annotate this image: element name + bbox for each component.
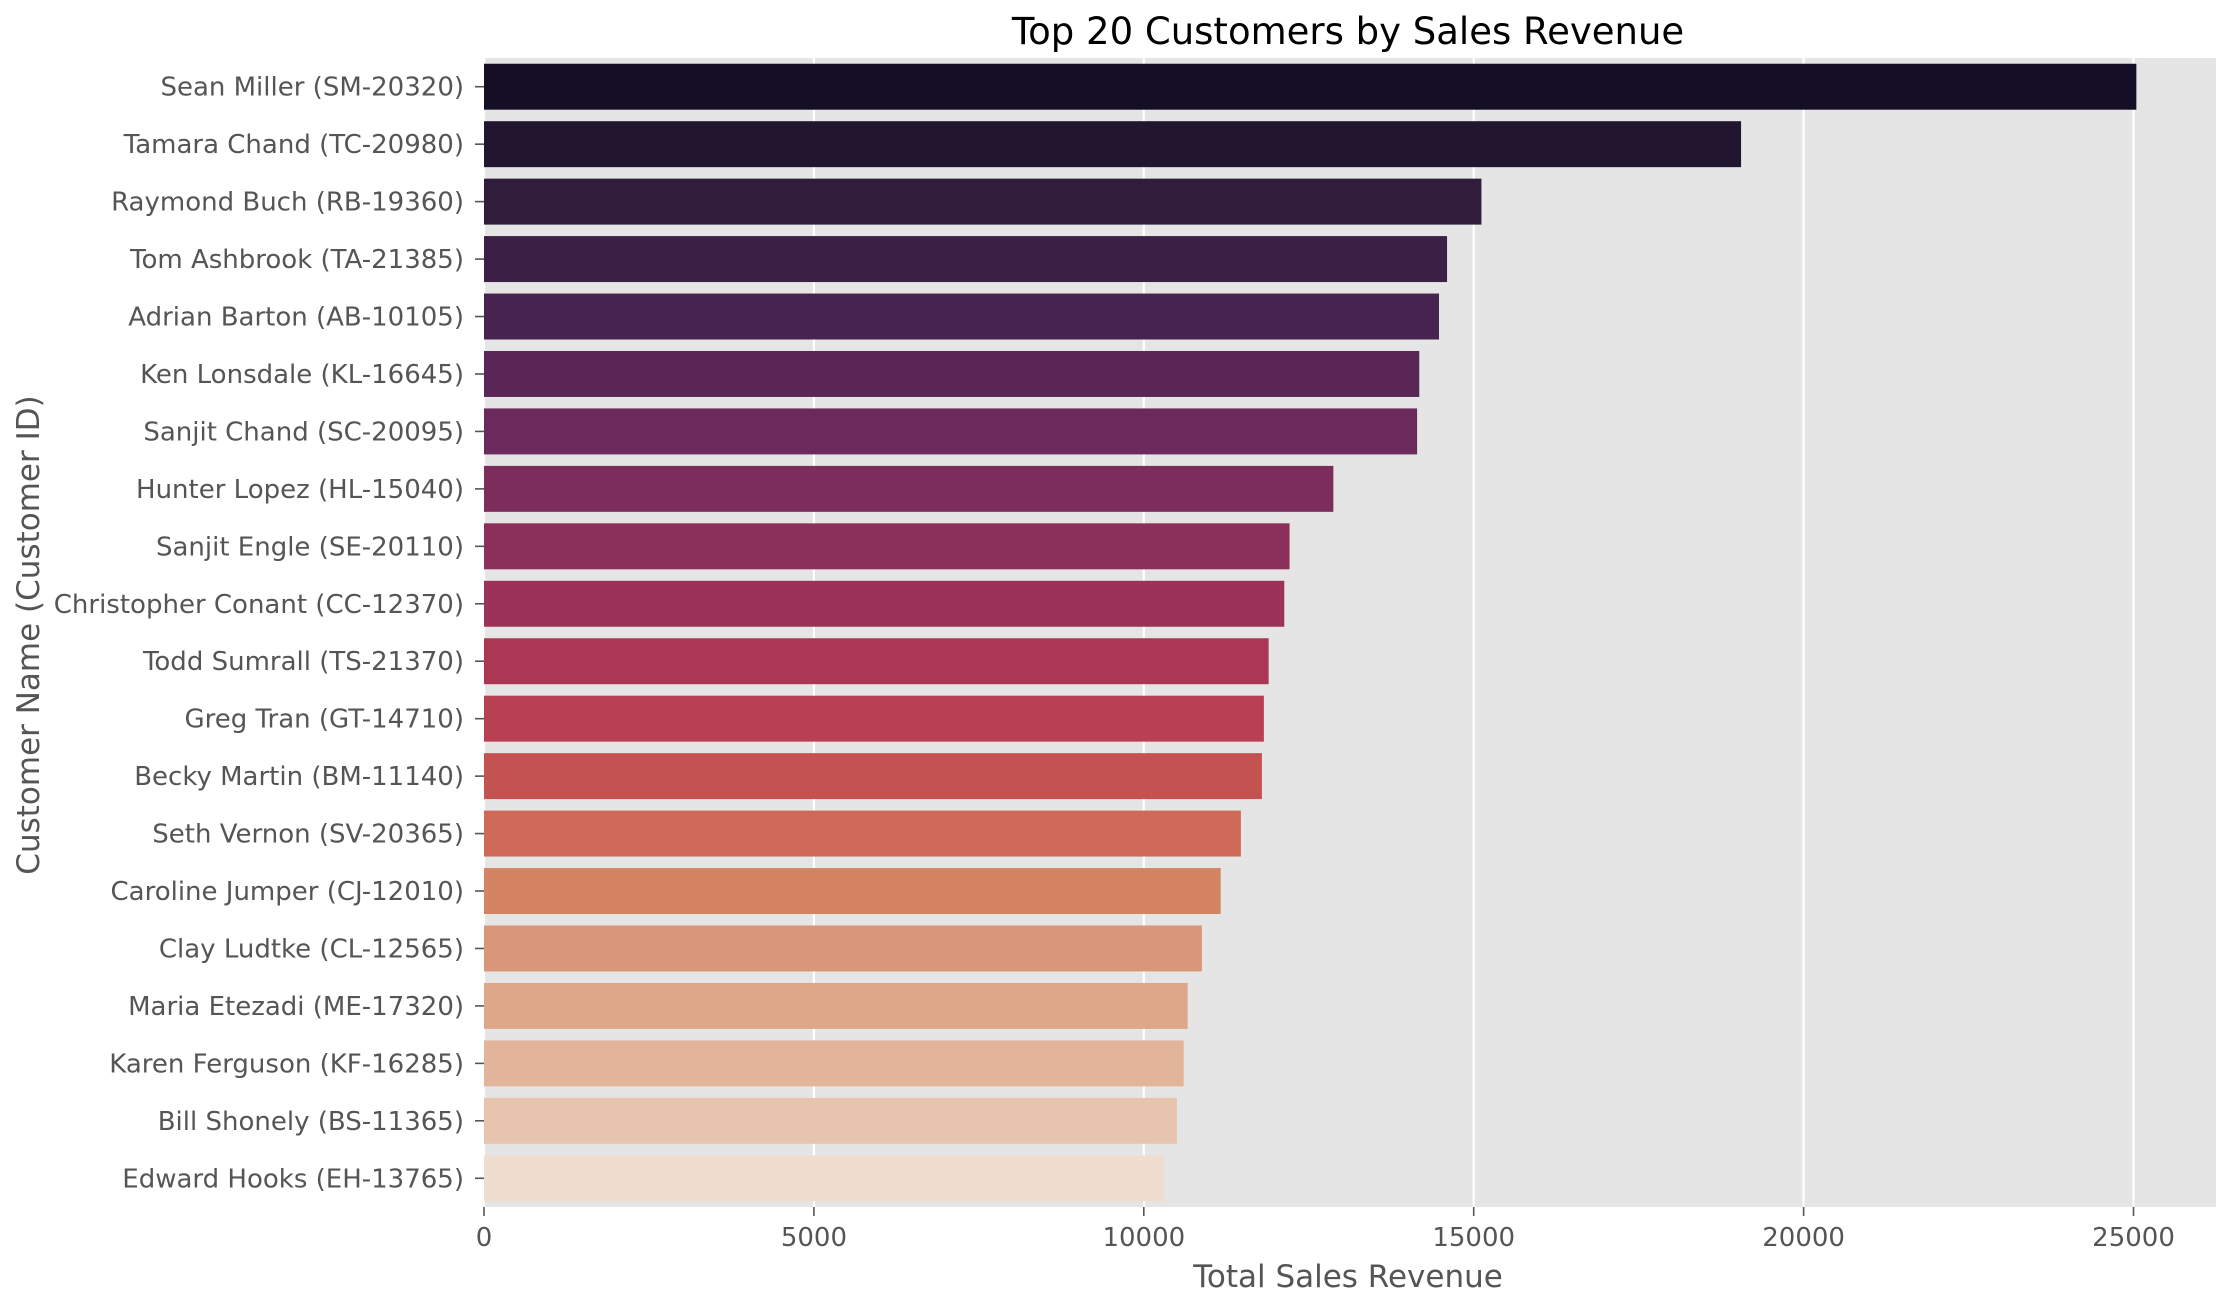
x-axis-title: Total Sales Revenue (1192, 1259, 1503, 1295)
y-tick-label: Sanjit Chand (SC-20095) (143, 417, 464, 447)
bar (484, 638, 1269, 685)
y-tick-label: Raymond Buch (RB-19360) (111, 188, 464, 218)
y-tick-label: Adrian Barton (AB-10105) (128, 303, 464, 333)
x-tick-label: 15000 (1432, 1223, 1515, 1253)
y-tick-label: Todd Sumrall (TS-21370) (142, 647, 464, 677)
plot-background (484, 58, 2216, 1207)
x-tick-label: 10000 (1102, 1223, 1185, 1253)
x-tick-label: 20000 (1762, 1223, 1845, 1253)
y-tick-label: Edward Hooks (EH-13765) (122, 1164, 464, 1194)
y-tick-label: Karen Ferguson (KF-16285) (109, 1049, 464, 1079)
y-tick-label: Clay Ludtke (CL-12565) (159, 934, 464, 964)
y-tick-label: Christopher Conant (CC-12370) (54, 590, 464, 620)
bar (484, 121, 1742, 168)
bar (484, 1040, 1184, 1087)
bar (484, 982, 1188, 1029)
bar (484, 695, 1264, 742)
x-tick-label: 25000 (2092, 1223, 2175, 1253)
bars (484, 63, 2137, 1202)
y-tick-label: Maria Etezadi (ME-17320) (128, 992, 464, 1022)
y-tick-label: Becky Martin (BM-11140) (134, 762, 464, 792)
y-tick-label: Sean Miller (SM-20320) (160, 73, 464, 103)
bar (484, 465, 1334, 512)
bar (484, 810, 1241, 857)
y-tick-label: Ken Lonsdale (KL-16645) (140, 360, 464, 390)
bar (484, 1097, 1177, 1144)
bar (484, 868, 1221, 915)
y-tick-label: Caroline Jumper (CJ-12010) (110, 877, 464, 907)
y-tick-label: Seth Vernon (SV-20365) (152, 820, 464, 850)
bar (484, 178, 1482, 225)
bar (484, 523, 1290, 570)
bar (484, 1155, 1165, 1202)
x-tick-label: 5000 (781, 1223, 847, 1253)
y-tick-label: Greg Tran (GT-14710) (184, 705, 464, 735)
chart-title: Top 20 Customers by Sales Revenue (1011, 10, 1684, 53)
y-tick-label: Tamara Chand (TC-20980) (123, 130, 464, 160)
bar (484, 236, 1448, 283)
bar (484, 350, 1420, 397)
x-tick-label: 0 (476, 1223, 493, 1253)
bar (484, 580, 1285, 627)
y-axis-title: Customer Name (Customer ID) (11, 395, 47, 874)
bar (484, 63, 2137, 110)
y-tick-label: Tom Ashbrook (TA-21385) (129, 245, 464, 275)
bar (484, 753, 1262, 800)
x-axis: 0 5000 10000 15000 20000 25000 (476, 1207, 2175, 1253)
bar (484, 925, 1202, 972)
y-tick-label: Sanjit Engle (SE-20110) (156, 532, 464, 562)
y-tick-label: Bill Shonely (BS-11365) (158, 1107, 464, 1137)
bar (484, 293, 1440, 340)
y-tick-label: Hunter Lopez (HL-15040) (136, 475, 464, 505)
y-axis: Sean Miller (SM-20320) Tamara Chand (TC-2… (54, 73, 484, 1194)
bar (484, 408, 1418, 455)
